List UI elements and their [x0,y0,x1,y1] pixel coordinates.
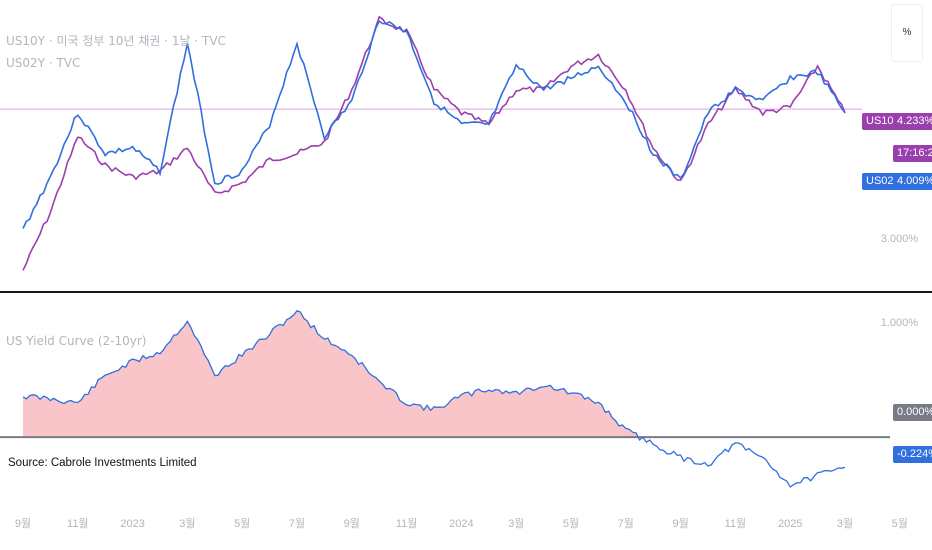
tag-curve-value: -0.224% [893,446,932,463]
tag-zero-value: 0.000% [893,404,932,421]
legend-yield-curve[interactable]: US Yield Curve (2-10yr) [6,334,147,348]
x-tick-label: 7월 [618,517,634,530]
price-axis-label-bottom: 1.000% [881,317,919,329]
series-yield-curve-line[interactable] [22,310,846,488]
tag-us10y-timer: 17:16:22 [893,145,932,162]
curve-area-fill [23,310,639,438]
x-tick-label: 9월 [672,517,688,530]
series-us02y-line[interactable] [22,15,846,271]
tag-us02y-value: 4.009% [893,173,932,190]
top-pane [0,15,862,271]
series-us10y-line[interactable] [22,20,846,229]
x-tick-label: 9월 [344,517,360,530]
x-tick-label: 11월 [725,517,747,530]
percent-scale-button[interactable]: % [891,4,923,62]
x-tick-label: 5월 [234,517,250,530]
bottom-pane [0,310,890,488]
x-tick-label: 7월 [289,517,305,530]
x-tick-label: 3월 [179,517,195,530]
x-tick-label: 11월 [67,517,89,530]
x-tick-label: 2023 [120,518,144,530]
x-tick-label: 2024 [449,518,473,530]
x-tick-label: 3월 [508,517,524,530]
legend-us10y[interactable]: US10Y · 미국 정부 10년 채권 · 1날 · TVC [6,34,226,48]
x-tick-label: 5월 [563,517,579,530]
price-axis-label-top: 3.000% [881,233,919,245]
x-tick-label: 3월 [837,517,853,530]
x-tick-label: 2025 [778,518,802,530]
legend-us02y[interactable]: US02Y · TVC [6,56,81,70]
time-axis: 9월 11월 2023 3월 5월 7월 9월 11월 2024 3월 5월 7월 9월 11월 2025 3… [15,517,908,530]
source-note: Source: Cabrole Investments Limited [8,457,197,469]
x-tick-label: 9월 [15,517,31,530]
x-tick-label: 11월 [396,517,418,530]
tag-us10y-value: 4.233% [893,113,932,130]
x-tick-label: 5월 [892,517,908,530]
